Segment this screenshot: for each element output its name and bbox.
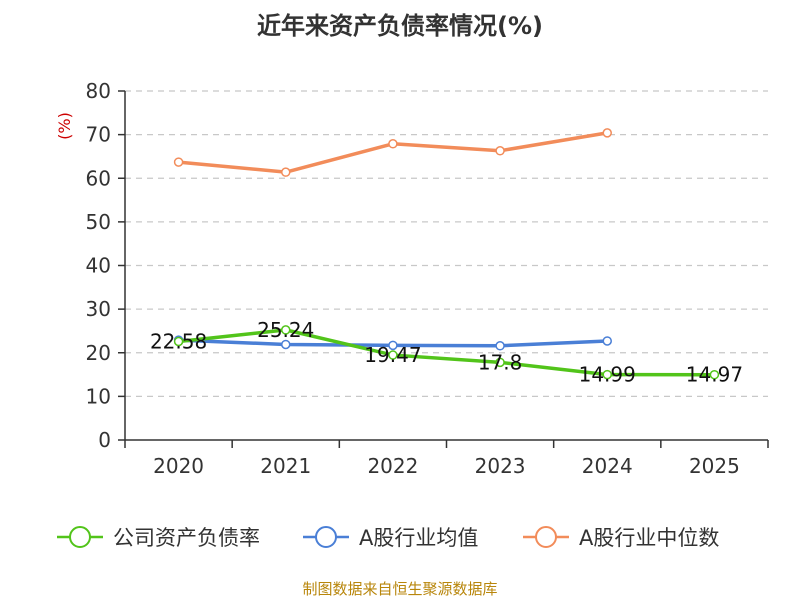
data-labels: 22.58 25.24 19.47 17.8 14.99 14.97 — [150, 318, 743, 387]
data-label: 14.97 — [686, 363, 743, 387]
axes: 0 10 20 30 40 50 60 70 80 2020 2021 2022 2023 2024 202… — [86, 79, 769, 478]
y-tick-label: 20 — [86, 341, 111, 365]
y-tick-label: 50 — [86, 210, 111, 234]
data-label: 25.24 — [257, 318, 314, 342]
data-point — [388, 340, 398, 351]
y-tick-label: 80 — [86, 79, 111, 103]
legend-marker — [535, 526, 557, 548]
legend-marker — [315, 526, 337, 548]
data-point — [281, 167, 291, 177]
data-point — [495, 146, 505, 156]
data-label: 22.58 — [150, 329, 207, 353]
series-line — [178, 328, 715, 377]
x-tick-label: 2023 — [475, 454, 526, 478]
data-point — [602, 336, 612, 346]
y-tick-label: 0 — [98, 428, 111, 452]
y-tick-label: 60 — [86, 166, 111, 190]
data-point — [602, 369, 612, 380]
x-tick-label: 2020 — [153, 454, 204, 478]
data-point — [388, 139, 398, 149]
y-tick-label: 70 — [86, 123, 111, 147]
y-tick-label: 40 — [86, 254, 111, 278]
legend-label: A股行业中位数 — [579, 526, 719, 550]
data-point — [495, 341, 505, 351]
x-tick-label: 2022 — [367, 454, 418, 478]
y-tick-label: 10 — [86, 384, 111, 408]
series-lines — [173, 128, 720, 380]
data-point — [709, 369, 720, 380]
x-tick-label: 2025 — [689, 454, 740, 478]
legend-label: 公司资产负债率 — [113, 526, 260, 550]
series-line — [178, 131, 608, 174]
data-label: 17.8 — [478, 350, 523, 374]
data-point — [173, 157, 184, 167]
legend: 公司资产负债率 A股行业均值 A股行业中位数 — [57, 526, 719, 550]
x-tick-label: 2024 — [582, 454, 633, 478]
data-label: 14.99 — [579, 363, 636, 387]
legend-label: A股行业均值 — [359, 526, 478, 550]
y-axis-label: (%) — [55, 112, 74, 140]
chart-title: 近年来资产负债率情况(%) — [257, 12, 543, 40]
data-point — [602, 128, 612, 138]
data-point — [281, 339, 291, 350]
data-point — [388, 350, 398, 360]
grid-lines — [125, 90, 768, 397]
source-note: 制图数据来自恒生聚源数据库 — [302, 580, 498, 598]
data-point — [281, 325, 291, 335]
data-point — [495, 357, 505, 368]
data-point — [173, 336, 184, 347]
legend-marker — [69, 526, 91, 548]
x-tick-label: 2021 — [260, 454, 311, 478]
y-tick-label: 30 — [86, 297, 111, 321]
data-label: 19.47 — [364, 343, 421, 367]
